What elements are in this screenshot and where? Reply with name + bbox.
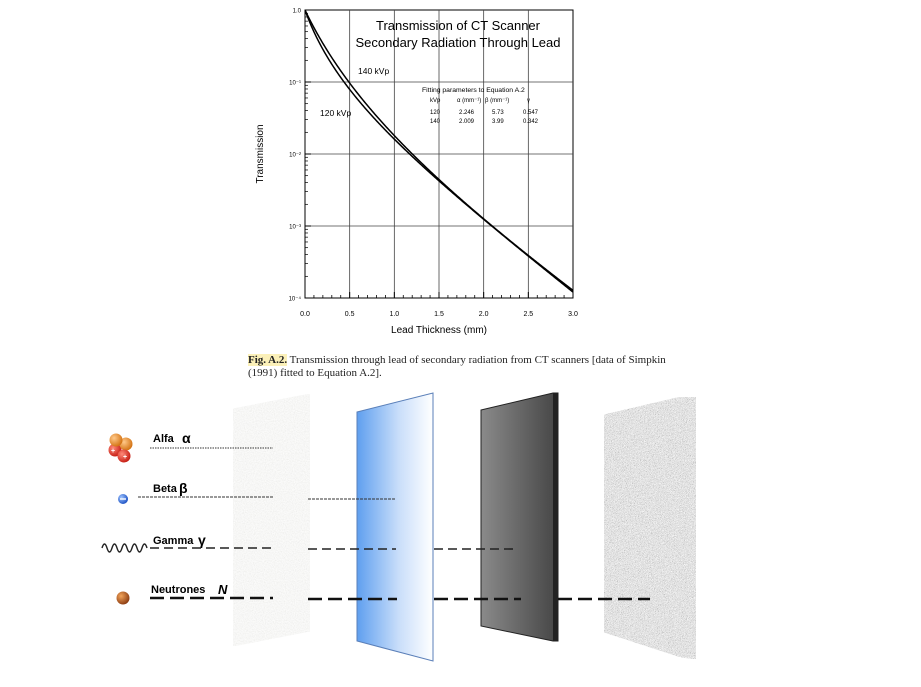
svg-text:+: +: [111, 448, 115, 455]
table-header-beta: β (mm⁻¹): [485, 98, 509, 104]
alfa-symbol: α: [182, 430, 191, 446]
y-axis-label: Transmission: [255, 124, 266, 183]
x-tick-label: 0.0: [300, 311, 310, 318]
neutron-particle-icon: [116, 591, 130, 605]
x-tick-label: 3.0: [568, 311, 578, 318]
y-tick-label: 1.0: [293, 9, 302, 15]
series-line-1: [305, 10, 573, 293]
series-lines: [305, 10, 573, 293]
x-tick-label: 0.5: [345, 311, 355, 318]
table-cell: 3.99: [492, 119, 504, 125]
radiation-penetration-diagram: + + Alfa α Beta β Gamma γ Neutrones N: [101, 392, 697, 662]
y-tick-label: 10⁻³: [289, 225, 301, 231]
x-tick-label: 1.0: [389, 311, 399, 318]
chart-title-line-2: Secondary Radiation Through Lead: [355, 35, 560, 50]
alfa-label: Alfa: [153, 433, 175, 445]
y-tick-label: 10⁻²: [289, 153, 301, 159]
x-tick-label: 2.5: [523, 311, 533, 318]
table-cell: 140: [430, 119, 441, 125]
table-cell: 2.246: [459, 110, 475, 116]
alfa-particle-icon: + +: [108, 433, 133, 463]
aluminium-sheet: [356, 392, 434, 662]
y-tick-label: 10⁻⁴: [289, 296, 302, 303]
gamma-symbol: γ: [198, 532, 206, 548]
table-header-alpha: α (mm⁻¹): [457, 98, 481, 104]
figure-number: Fig. A.2.: [248, 354, 288, 366]
grid: [305, 10, 573, 298]
table-cell: 0.342: [523, 119, 539, 125]
y-tick-label: 10⁻¹: [289, 81, 301, 87]
table-header-kvp: kVp: [430, 98, 441, 104]
table-cell: 0.547: [523, 110, 539, 116]
paper-sheet: [232, 393, 311, 647]
y-tick-labels: 1.0 10⁻¹ 10⁻² 10⁻³ 10⁻⁴: [289, 9, 302, 303]
transmission-chart: 0.0 0.5 1.0 1.5 2.0 2.5 3.0 1.0 10⁻¹ 10⁻² 10⁻³ 10⁻…: [255, 9, 578, 337]
axis-ticks: [304, 9, 574, 299]
svg-text:+: +: [123, 454, 127, 461]
table-header-gamma: γ: [527, 98, 530, 104]
series-label-120: 120 kVp: [320, 108, 351, 118]
chart-title-line-1: Transmission of CT Scanner: [376, 18, 541, 33]
beta-label: Beta: [153, 483, 178, 495]
table-cell: 2.009: [459, 119, 475, 125]
fitting-parameters-table: Fitting parameters to Equation A.2 kVp α…: [422, 87, 539, 125]
neutrones-label: Neutrones: [151, 584, 205, 596]
table-title: Fitting parameters to Equation A.2: [422, 87, 525, 94]
beta-symbol: β: [179, 480, 188, 496]
x-tick-labels: 0.0 0.5 1.0 1.5 2.0 2.5 3.0: [300, 311, 578, 318]
figure-caption: Fig. A.2. Transmission through lead of s…: [248, 354, 668, 380]
x-axis-label: Lead Thickness (mm): [391, 325, 487, 336]
concrete-block: [603, 396, 697, 660]
x-tick-label: 1.5: [434, 311, 444, 318]
gamma-wave-icon: [101, 543, 148, 553]
caption-text: Transmission through lead of secondary r…: [248, 354, 666, 379]
table-cell: 5.73: [492, 110, 504, 116]
x-tick-label: 2.0: [479, 311, 489, 318]
table-cell: 120: [430, 110, 441, 116]
beta-particle-icon: [118, 494, 128, 504]
lead-sheet: [480, 392, 559, 642]
neutrones-symbol: N: [218, 582, 228, 597]
series-label-140: 140 kVp: [358, 66, 389, 76]
gamma-label: Gamma: [153, 535, 194, 547]
